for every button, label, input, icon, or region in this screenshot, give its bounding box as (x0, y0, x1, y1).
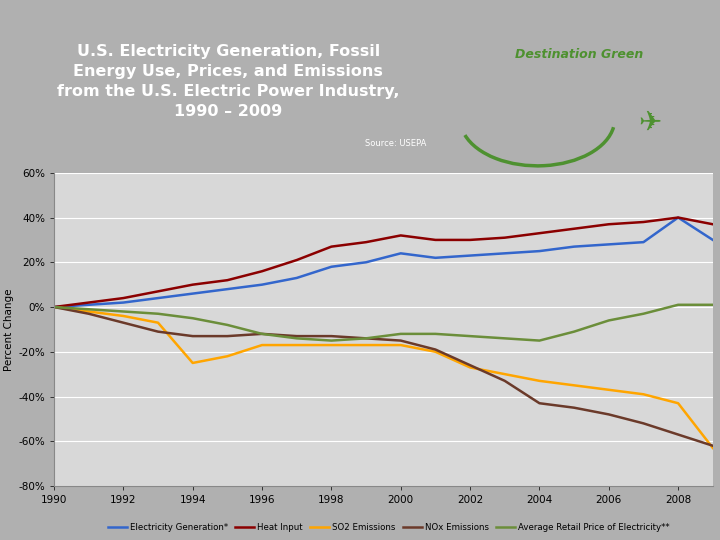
Text: ✈: ✈ (638, 109, 662, 137)
Text: Destination Green: Destination Green (516, 48, 644, 61)
Text: U.S. Electricity Generation, Fossil
Energy Use, Prices, and Emissions
from the U: U.S. Electricity Generation, Fossil Ener… (57, 44, 400, 119)
Text: Source: USEPA: Source: USEPA (364, 139, 426, 148)
Legend: Electricity Generation*, Heat Input, SO2 Emissions, NOx Emissions, Average Retai: Electricity Generation*, Heat Input, SO2… (104, 520, 673, 536)
Y-axis label: Percent Change: Percent Change (4, 288, 14, 370)
